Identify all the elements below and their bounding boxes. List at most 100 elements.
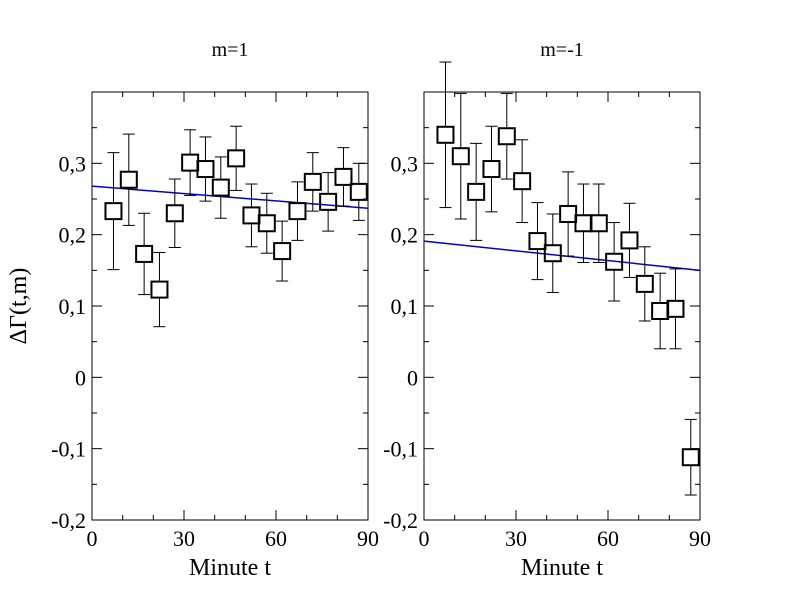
m-minus-1-data-point [497, 92, 516, 180]
m-minus-1-ytick-label: 0,1 [391, 294, 419, 319]
m-minus-1-square-marker [436, 125, 455, 144]
m-plus-1-data-point [135, 212, 154, 296]
m-minus-1-fit-line [423, 240, 701, 272]
m-minus-1-ytick-label: -0,2 [383, 508, 418, 533]
m-plus-1-data-point [196, 136, 215, 202]
m-plus-1-square-marker [242, 206, 261, 225]
m-plus-1-square-marker [165, 204, 184, 223]
m-minus-1-data-point [635, 246, 654, 322]
m-minus-1-x-axis-label: Minute t [521, 555, 603, 581]
m-plus-1-data-point [150, 252, 169, 328]
m-plus-1-ytick-label: 0,1 [59, 294, 87, 319]
m-minus-1-data-point [467, 142, 486, 241]
m-minus-1-xtick-label: 90 [689, 526, 711, 551]
m-plus-1-data-point [257, 192, 276, 254]
m-minus-1-xtick-label: 30 [505, 526, 527, 551]
m-plus-1-ytick-label: 0,3 [59, 151, 87, 176]
m-plus-1-square-marker [349, 182, 368, 201]
panel-m-minus-1: -0,2 -0,1 0 0,1 0,2 0,3 0 30 60 90 m=-1 Minute t [383, 39, 711, 581]
m-plus-1-square-marker [334, 167, 353, 186]
m-minus-1-ytick-label: 0 [407, 365, 418, 390]
m-plus-1-y-axis-label: ΔΓ(t,m) [6, 268, 32, 345]
m-plus-1-square-marker [150, 280, 169, 299]
m-minus-1-data-point [528, 202, 547, 281]
m-plus-1-data-point [181, 129, 200, 196]
m-plus-1-x-axis-label: Minute t [189, 555, 271, 581]
m-minus-1-ytick-label: -0,1 [383, 437, 418, 462]
m-minus-1-square-marker [559, 204, 578, 223]
m-plus-1-square-marker [257, 214, 276, 233]
m-minus-1-square-marker [666, 299, 685, 318]
m-plus-1-data-point [319, 172, 338, 232]
m-minus-1-data-point [574, 183, 593, 263]
m-plus-1-square-marker [211, 178, 230, 197]
m-plus-1-xtick-label: 90 [357, 526, 379, 551]
m-plus-1-square-marker [303, 172, 322, 191]
m-plus-1-ytick-label: -0,2 [51, 508, 86, 533]
m-minus-1-data-point [681, 418, 700, 496]
m-plus-1-square-marker [119, 170, 138, 189]
m-minus-1-square-marker [467, 182, 486, 201]
m-plus-1-ytick-label: 0 [75, 365, 86, 390]
m-minus-1-data-point [436, 61, 455, 209]
m-plus-1-xtick-label: 0 [87, 526, 98, 551]
m-plus-1-square-marker [288, 202, 307, 221]
m-plus-1-data-point [303, 152, 322, 212]
m-plus-1-square-marker [196, 160, 215, 179]
m-minus-1-data-point [482, 125, 501, 213]
m-plus-1-square-marker [104, 202, 123, 221]
m-minus-1-data-point [620, 202, 639, 278]
m-plus-1-square-marker [273, 242, 292, 261]
m-plus-1-data-point [165, 178, 184, 249]
m-plus-1-data-point [334, 147, 353, 207]
m-plus-1-data-point [227, 125, 246, 191]
m-minus-1-square-marker [635, 274, 654, 293]
m-plus-1-xtick-label: 60 [265, 526, 287, 551]
m-minus-1-square-marker [620, 231, 639, 250]
m-plus-1-plot-frame [91, 91, 369, 521]
m-plus-1-data-point [119, 133, 138, 226]
m-minus-1-square-marker [681, 448, 700, 467]
m-minus-1-data-point [605, 222, 624, 302]
m-plus-1-data-point [273, 220, 292, 282]
m-minus-1-ytick-label: 0,2 [391, 223, 419, 248]
m-minus-1-xtick-label: 0 [419, 526, 430, 551]
m-minus-1-data-point [451, 92, 470, 220]
m-minus-1-square-marker [513, 172, 532, 191]
m-plus-1-ytick-label: 0,2 [59, 223, 87, 248]
m-plus-1-square-marker [319, 192, 338, 211]
m-plus-1-data-point [242, 183, 261, 248]
m-plus-1-square-marker [181, 153, 200, 172]
m-plus-1-xtick-label: 30 [173, 526, 195, 551]
m-minus-1-xtick-label: 60 [597, 526, 619, 551]
m-plus-1-ytick-label: -0,1 [51, 437, 86, 462]
m-minus-1-panel-title: m=-1 [540, 39, 584, 61]
m-minus-1-square-marker [451, 147, 470, 166]
m-minus-1-data-point [666, 268, 685, 350]
m-plus-1-data-point [349, 162, 368, 221]
m-minus-1-square-marker [497, 127, 516, 146]
m-plus-1-data-point [211, 156, 230, 219]
m-minus-1-data-point [559, 171, 578, 257]
m-minus-1-data-point [513, 139, 532, 224]
m-plus-1-square-marker [135, 244, 154, 263]
m-minus-1-square-marker [605, 252, 624, 271]
m-plus-1-data-point [104, 152, 123, 271]
m-minus-1-data-point [651, 272, 670, 350]
m-minus-1-square-marker [482, 160, 501, 179]
m-minus-1-ytick-label: 0,3 [391, 151, 419, 176]
m-minus-1-square-marker [589, 214, 608, 233]
m-minus-1-square-marker [543, 244, 562, 263]
m-minus-1-square-marker [574, 214, 593, 233]
m-minus-1-square-marker [528, 232, 547, 251]
panel-m-plus-1: -0,2 -0,1 0 0,1 0,2 0,3 0 30 60 90 m=1 Minute t ΔΓ(t… [6, 39, 379, 581]
m-plus-1-panel-title: m=1 [212, 39, 249, 61]
m-minus-1-square-marker [651, 301, 670, 320]
m-plus-1-fit-line [91, 185, 369, 210]
m-minus-1-data-point [543, 213, 562, 293]
m-minus-1-data-point [589, 183, 608, 263]
m-plus-1-data-point [288, 181, 307, 241]
m-plus-1-square-marker [227, 149, 246, 168]
m-minus-1-plot-frame [423, 91, 701, 521]
